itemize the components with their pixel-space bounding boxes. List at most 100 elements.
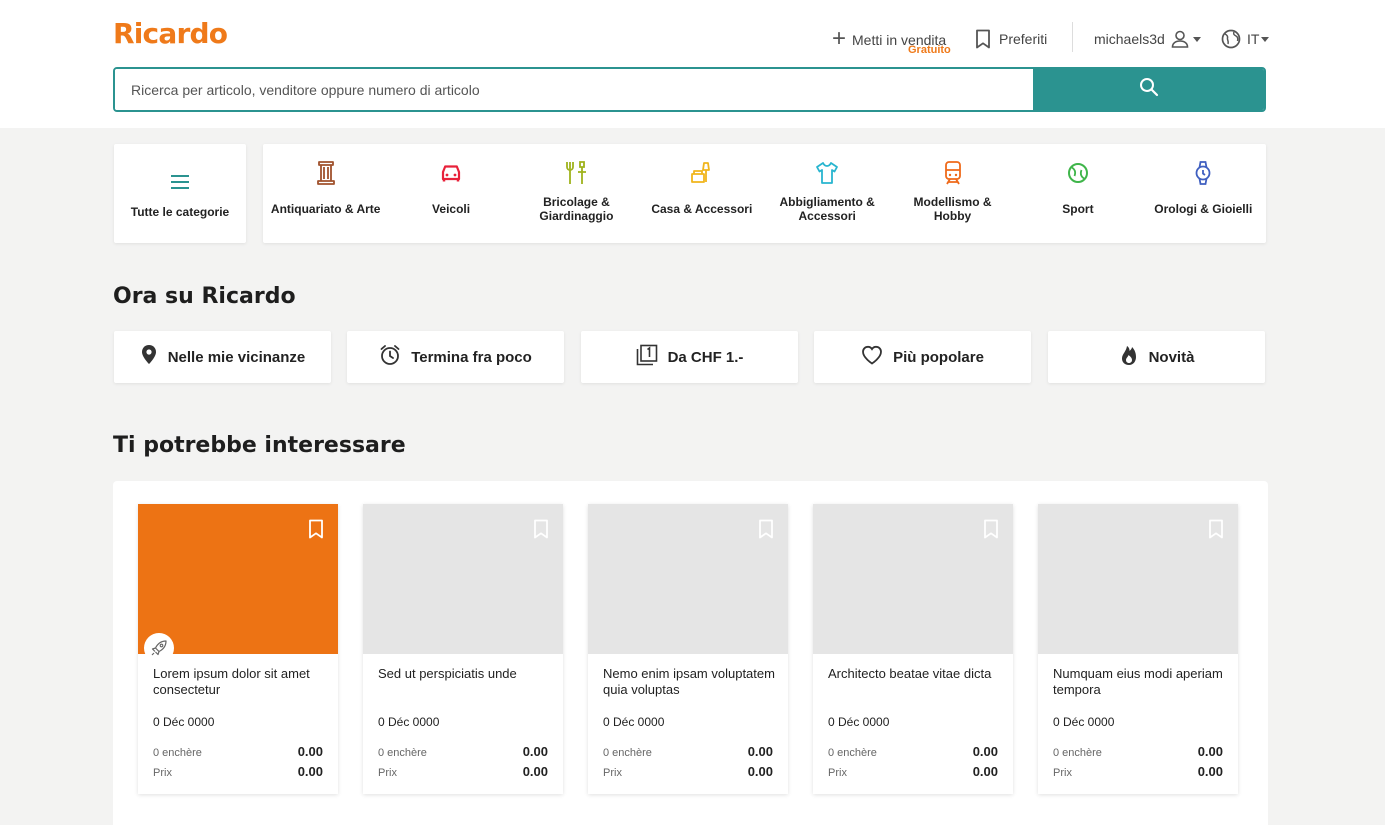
bids-value: 0.00 (1197, 744, 1223, 759)
category-antiques[interactable]: Antiquariato & Arte (263, 144, 388, 243)
category-label: Abbigliamento & Accessori (779, 195, 875, 223)
product-image[interactable] (588, 504, 788, 654)
tools-icon (564, 160, 588, 195)
product-card[interactable]: Lorem ipsum dolor sit amet consectetur 0… (138, 504, 338, 794)
bookmark-icon[interactable] (308, 519, 324, 544)
category-label: Sport (1062, 202, 1094, 216)
bookmark-icon[interactable] (758, 519, 774, 544)
search-icon (1139, 77, 1159, 102)
ricardo-logo[interactable]: Ricardo (113, 17, 228, 50)
quick-label: Novità (1148, 348, 1195, 366)
favorites-button[interactable]: Preferiti (975, 24, 1047, 54)
product-image[interactable] (138, 504, 338, 663)
product-date: 0 Déc 0000 (828, 715, 890, 729)
product-title[interactable]: Nemo enim ipsam voluptatem quia voluptas (603, 666, 775, 697)
category-label: Veicoli (432, 202, 471, 216)
quick-ending-soon[interactable]: Termina fra poco (347, 331, 564, 383)
product-title[interactable]: Lorem ipsum dolor sit amet consectetur (153, 666, 310, 697)
search-button[interactable] (1033, 69, 1264, 110)
heart-icon (861, 345, 893, 369)
all-categories-button[interactable]: Tutte le categorie (114, 144, 246, 243)
bids-value: 0.00 (972, 744, 998, 759)
category-diy-garden[interactable]: Bricolage & Giardinaggio (514, 144, 639, 243)
bids-row: 0 enchère 0.00 (1053, 744, 1223, 759)
category-bar: Antiquariato & Arte Veicoli Bricolage & … (263, 144, 1266, 243)
category-home[interactable]: Casa & Accessori (639, 144, 764, 243)
product-card[interactable]: Architecto beatae vitae dicta 0 Déc 0000… (813, 504, 1013, 794)
bids-value: 0.00 (297, 744, 323, 759)
product-date: 0 Déc 0000 (603, 715, 665, 729)
product-title[interactable]: Numquam eius modi aperiam tempora (1053, 666, 1223, 697)
product-image[interactable] (363, 504, 563, 654)
quick-nearby[interactable]: Nelle mie vicinanze (114, 331, 331, 383)
price-row: Prix 0.00 (378, 764, 548, 779)
rocket-icon (144, 633, 174, 663)
sell-label: Metti in vendita (852, 32, 947, 48)
quick-label: Più popolare (893, 348, 984, 366)
product-card[interactable]: Nemo enim ipsam voluptatem quia voluptas… (588, 504, 788, 794)
bids-label: 0 enchère (153, 747, 202, 759)
one-chf-icon (636, 344, 668, 370)
product-image[interactable] (1038, 504, 1238, 654)
price-value: 0.00 (522, 764, 548, 779)
bids-label: 0 enchère (828, 747, 877, 759)
product-date: 0 Déc 0000 (153, 715, 215, 729)
sell-button[interactable]: + Metti in vendita (832, 24, 946, 54)
product-image[interactable] (813, 504, 1013, 654)
bids-label: 0 enchère (378, 747, 427, 759)
price-value: 0.00 (297, 764, 323, 779)
username: michaels3d (1094, 31, 1165, 47)
category-clothing[interactable]: Abbigliamento & Accessori (765, 144, 890, 243)
flame-icon (1119, 344, 1149, 370)
chevron-down-icon (1192, 36, 1201, 42)
price-label: Prix (603, 767, 622, 779)
bids-row: 0 enchère 0.00 (378, 744, 548, 759)
car-icon (439, 160, 463, 195)
category-label: Casa & Accessori (651, 202, 753, 216)
quick-new[interactable]: Novità (1048, 331, 1265, 383)
category-hobby[interactable]: Modellismo & Hobby (890, 144, 1015, 243)
category-label: Orologi & Gioielli (1154, 202, 1253, 216)
bids-row: 0 enchère 0.00 (603, 744, 773, 759)
bids-label: 0 enchère (1053, 747, 1102, 759)
bids-value: 0.00 (747, 744, 773, 759)
price-value: 0.00 (1197, 764, 1223, 779)
quick-label: Termina fra poco (411, 348, 532, 366)
category-label: Modellismo & Hobby (913, 195, 992, 223)
bookmark-icon[interactable] (533, 519, 549, 544)
train-icon (941, 160, 965, 195)
search-input[interactable] (115, 69, 1033, 110)
quick-label: Nelle mie vicinanze (167, 348, 306, 366)
price-label: Prix (378, 767, 397, 779)
location-pin-icon (140, 344, 168, 370)
category-label: Antiquariato & Arte (270, 202, 381, 216)
header-divider (1072, 22, 1073, 52)
furniture-icon (690, 160, 714, 195)
tennis-ball-icon (1066, 160, 1090, 195)
bids-label: 0 enchère (603, 747, 652, 759)
category-vehicles[interactable]: Veicoli (388, 144, 513, 243)
quick-from-chf1[interactable]: Da CHF 1.- (581, 331, 798, 383)
column-icon (314, 160, 338, 195)
category-sport[interactable]: Sport (1015, 144, 1140, 243)
bids-row: 0 enchère 0.00 (153, 744, 323, 759)
category-label: Bricolage & Giardinaggio (539, 195, 614, 223)
product-card[interactable]: Numquam eius modi aperiam tempora 0 Déc … (1038, 504, 1238, 794)
price-value: 0.00 (972, 764, 998, 779)
user-menu[interactable]: michaels3d (1094, 24, 1201, 54)
product-card[interactable]: Sed ut perspiciatis unde 0 Déc 0000 0 en… (363, 504, 563, 794)
product-title[interactable]: Architecto beatae vitae dicta (828, 666, 992, 681)
quick-popular[interactable]: Più popolare (814, 331, 1031, 383)
bookmark-icon[interactable] (983, 519, 999, 544)
chevron-down-icon (1261, 36, 1270, 42)
bookmark-icon[interactable] (1208, 519, 1224, 544)
product-date: 0 Déc 0000 (1053, 715, 1115, 729)
language-selector[interactable]: IT (1221, 24, 1270, 54)
price-value: 0.00 (747, 764, 773, 779)
user-icon (1171, 29, 1191, 49)
price-label: Prix (1053, 767, 1072, 779)
product-title[interactable]: Sed ut perspiciatis unde (378, 666, 517, 681)
price-row: Prix 0.00 (603, 764, 773, 779)
header: Ricardo + Metti in vendita Gratuito Pref… (0, 0, 1385, 128)
category-watches[interactable]: Orologi & Gioielli (1141, 144, 1266, 243)
